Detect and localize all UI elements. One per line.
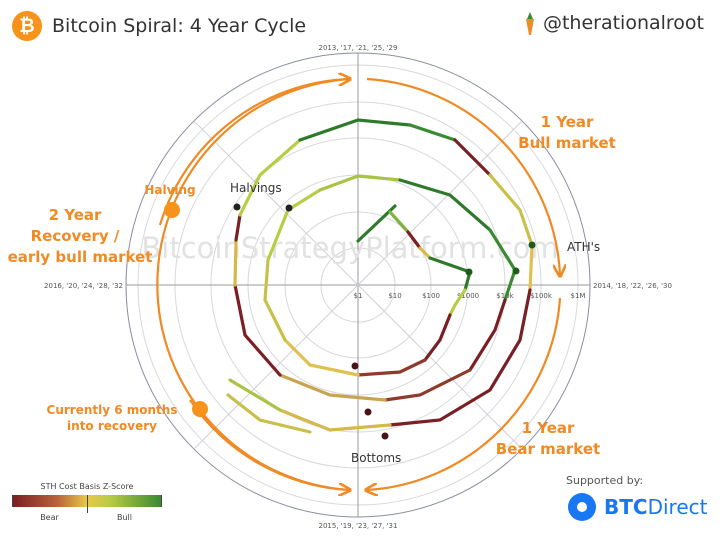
header-title-row: ₿ Bitcoin Spiral: 4 Year Cycle [12, 8, 306, 44]
spiral-path [226, 118, 534, 434]
bottom-marker [351, 362, 359, 370]
carrot-icon [525, 12, 534, 35]
ath-marker [528, 241, 536, 249]
btcdirect-logo-icon [568, 493, 596, 521]
bull-label-2: Bull market [518, 134, 616, 152]
halving-label: Halving [144, 183, 195, 197]
bitcoin-logo-icon: ₿ [12, 11, 42, 41]
color-legend: STH Cost Basis Z-Score Bear Bull [12, 482, 162, 522]
svg-text:$100k: $100k [530, 292, 553, 300]
bottom-marker [364, 408, 372, 416]
svg-text:$1M: $1M [571, 292, 586, 300]
recovery-arc [156, 77, 350, 492]
bull-arrow [366, 77, 560, 275]
bottoms-label: Bottoms [351, 451, 401, 465]
aths-label: ATH's [567, 240, 600, 254]
watermark: BitcoinStrategyPlatform.com [141, 231, 558, 265]
halvings-label: Halvings [230, 181, 282, 195]
author-handle: @therationalroot [523, 10, 704, 36]
halving-marker [233, 203, 241, 211]
legend-gradient [12, 495, 162, 513]
page-title: Bitcoin Spiral: 4 Year Cycle [52, 15, 307, 37]
legend-bull-label: Bull [116, 513, 132, 522]
recovery-label-2: Recovery / [31, 227, 120, 245]
ath-marker [512, 267, 520, 275]
halving-dot [164, 202, 180, 218]
svg-text:$1000: $1000 [457, 292, 479, 300]
bottom-marker [381, 432, 389, 440]
phase-arrows [156, 77, 562, 492]
legend-bear-label: Bear [40, 513, 59, 522]
svg-text:$10: $10 [388, 292, 401, 300]
bear-label-2: Bear market [496, 440, 600, 458]
current-position-dot [192, 401, 208, 417]
angle-label-bottom: 2015, '19, '23, '27, '31 [319, 522, 398, 530]
cycle-markers [233, 203, 536, 440]
legend-title: STH Cost Basis Z-Score [40, 482, 134, 491]
halving-marker [285, 204, 293, 212]
sponsor-brand-bold: BTC [604, 495, 648, 519]
sponsor-logo: BTC Direct [568, 493, 707, 521]
bear-label-1: 1 Year [522, 419, 575, 437]
sponsor-brand-light: Direct [647, 495, 708, 519]
sponsor-label: Supported by: [566, 474, 644, 487]
grid-spokes [126, 53, 590, 517]
recovery-label-3: early bull market [8, 248, 153, 266]
bull-label-1: 1 Year [541, 113, 594, 131]
handle-text: @therationalroot [542, 12, 704, 34]
radial-ticks: $1 $10 $100 $1000 $10k $100k $1M [354, 292, 586, 300]
angle-label-right: 2014, '18, '22, '26, '30 [593, 282, 672, 290]
svg-text:$1: $1 [354, 292, 363, 300]
angle-label-top: 2013, '17, '21, '25, '29 [319, 44, 398, 52]
current-label-2: into recovery [67, 419, 157, 433]
bear-arrow [367, 297, 562, 490]
ath-marker [465, 268, 473, 276]
current-label-1: Currently 6 months [47, 403, 178, 417]
recovery-label-1: 2 Year [49, 206, 102, 224]
svg-text:$100: $100 [422, 292, 440, 300]
angle-label-left: 2016, '20, '24, '28, '32 [44, 282, 123, 290]
